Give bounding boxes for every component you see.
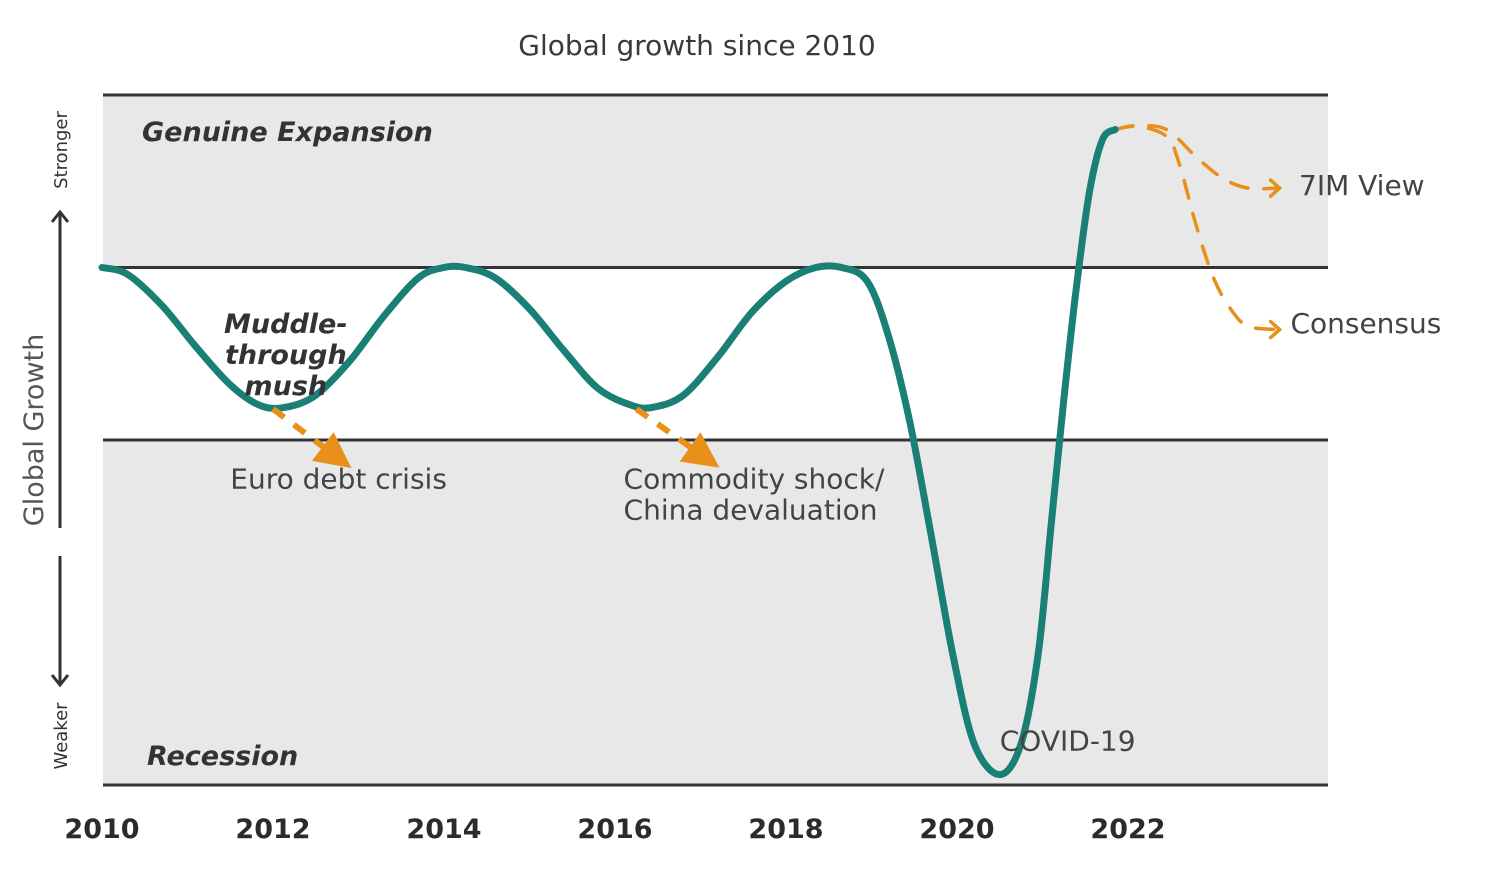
x-tick-2020: 2020 <box>919 814 994 845</box>
muddle-line-1: Muddle- <box>224 309 348 340</box>
commodity-label-1: Commodity shock/ <box>624 462 885 495</box>
euro-label: Euro debt crisis <box>230 462 447 495</box>
band-0 <box>103 95 1328 268</box>
y-axis-up-arrow <box>50 209 70 528</box>
zone-label-expansion: Genuine Expansion <box>142 117 433 148</box>
consensus-label: Consensus <box>1290 307 1441 340</box>
axis-layer: 2010 2012 2014 2016 2018 2020 2022 <box>64 814 1165 845</box>
series-layer <box>98 123 1283 779</box>
covid-label: COVID-19 <box>1000 725 1136 758</box>
x-tick-2010: 2010 <box>64 814 139 845</box>
series-arrowhead-consensus <box>1268 319 1283 340</box>
y-axis-label: Global Growth <box>19 334 50 526</box>
commodity-arrow <box>634 406 720 468</box>
x-tick-2012: 2012 <box>235 814 310 845</box>
zone-label-recession: Recession <box>147 741 298 772</box>
band-1 <box>103 267 1328 440</box>
series-line-7im-view <box>1113 123 1280 191</box>
chart-title: Global growth since 2010 <box>518 29 875 62</box>
series-line-global-growth <box>98 126 1119 779</box>
x-tick-2016: 2016 <box>577 814 652 845</box>
x-tick-2018: 2018 <box>748 814 823 845</box>
x-tick-2022: 2022 <box>1090 814 1165 845</box>
y-axis-weaker-label: Weaker <box>51 702 72 770</box>
y-axis-stronger-label: Stronger <box>51 110 72 188</box>
y-axis-down-arrow <box>50 556 70 688</box>
series-arrowhead-7im-view <box>1268 178 1283 198</box>
muddle-line-3: mush <box>244 371 327 402</box>
euro-arrow <box>271 406 352 469</box>
band-2 <box>103 440 1328 785</box>
view-label: 7IM View <box>1299 169 1425 202</box>
x-tick-2014: 2014 <box>406 814 481 845</box>
muddle-line-2: through <box>225 340 347 371</box>
series-line-consensus <box>1113 124 1280 332</box>
commodity-label-2: China devaluation <box>624 493 878 526</box>
bands-layer: Genuine Expansion Recession <box>103 93 1328 787</box>
